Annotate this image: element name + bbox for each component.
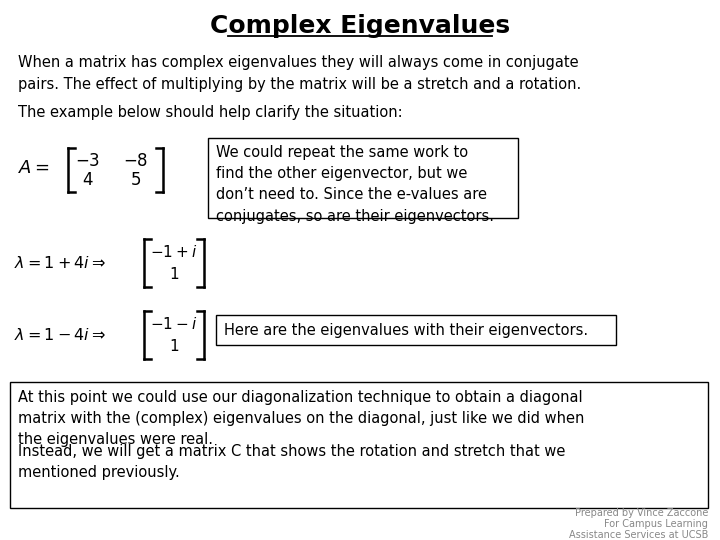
Text: The example below should help clarify the situation:: The example below should help clarify th…: [18, 105, 402, 120]
Text: Assistance Services at UCSB: Assistance Services at UCSB: [569, 530, 708, 540]
Text: For Campus Learning: For Campus Learning: [604, 519, 708, 529]
Text: $-1-i$: $-1-i$: [150, 316, 198, 332]
Text: We could repeat the same work to
find the other eigenvector, but we
don’t need t: We could repeat the same work to find th…: [216, 145, 494, 224]
FancyBboxPatch shape: [216, 315, 616, 345]
Text: Instead, we will get a matrix C that shows the rotation and stretch that we
ment: Instead, we will get a matrix C that sho…: [18, 444, 565, 480]
Text: Here are the eigenvalues with their eigenvectors.: Here are the eigenvalues with their eige…: [224, 322, 588, 338]
Text: When a matrix has complex eigenvalues they will always come in conjugate
pairs. : When a matrix has complex eigenvalues th…: [18, 55, 581, 92]
Text: Complex Eigenvalues: Complex Eigenvalues: [210, 14, 510, 38]
Text: $-1+i$: $-1+i$: [150, 244, 198, 260]
Text: $\lambda = 1 - 4i \Rightarrow$: $\lambda = 1 - 4i \Rightarrow$: [14, 327, 106, 343]
Text: $4$: $4$: [82, 171, 94, 189]
Text: $1$: $1$: [169, 266, 179, 282]
Text: $A = $: $A = $: [18, 159, 50, 177]
Text: $-8$: $-8$: [123, 152, 148, 170]
Text: $-3$: $-3$: [76, 152, 101, 170]
Text: $1$: $1$: [169, 338, 179, 354]
FancyBboxPatch shape: [208, 138, 518, 218]
FancyBboxPatch shape: [10, 382, 708, 508]
Text: $\lambda = 1 + 4i \Rightarrow$: $\lambda = 1 + 4i \Rightarrow$: [14, 255, 106, 271]
Text: At this point we could use our diagonalization technique to obtain a diagonal
ma: At this point we could use our diagonali…: [18, 390, 585, 447]
Text: $5$: $5$: [130, 171, 142, 189]
Text: Prepared by Vince Zaccone: Prepared by Vince Zaccone: [575, 508, 708, 518]
